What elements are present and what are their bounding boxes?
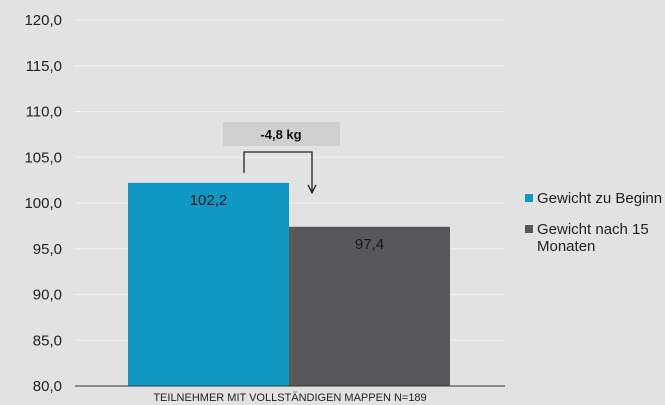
- annotation-bracket-arrow: [243, 151, 313, 193]
- legend-label-series-2: Gewicht nach 15 Monaten: [537, 221, 649, 255]
- y-tick-label: 110,0: [26, 104, 62, 121]
- bar-series-2: [289, 226, 450, 386]
- legend-label-series-1: Gewicht zu Beginn: [537, 190, 662, 207]
- y-tick-label: 105,0: [24, 149, 62, 166]
- y-tick-label: 80,0: [33, 378, 62, 395]
- y-axis-ticks: 80,0 85,0 90,0 95,0 100,0 105,0 110,0 115,0 120,…: [24, 12, 62, 395]
- bars-layer: 102,2 97,4: [128, 182, 450, 386]
- legend-swatch-series-1: [525, 194, 533, 202]
- legend-swatch-series-2: [525, 225, 533, 233]
- x-category-label: TEILNEHMER MIT VOLLSTÄNDIGEN MAPPEN N=18…: [153, 392, 426, 404]
- difference-annotation: -4,8 kg: [223, 122, 340, 195]
- y-tick-label: 90,0: [33, 287, 62, 304]
- annotation-box: [223, 122, 340, 146]
- bar-value-label: 97,4: [355, 236, 384, 253]
- y-tick-label: 120,0: [24, 12, 62, 29]
- legend: Gewicht zu Beginn Gewicht nach 15 Monaten: [525, 190, 662, 255]
- bar-value-label: 102,2: [190, 192, 228, 209]
- y-tick-label: 100,0: [24, 195, 62, 212]
- bar-series-1: [128, 182, 289, 386]
- y-tick-label: 95,0: [33, 241, 62, 258]
- annotation-text: -4,8 kg: [260, 127, 301, 142]
- y-tick-label: 115,0: [26, 58, 62, 75]
- y-tick-label: 85,0: [33, 332, 62, 349]
- arrow-down-icon: [307, 184, 317, 195]
